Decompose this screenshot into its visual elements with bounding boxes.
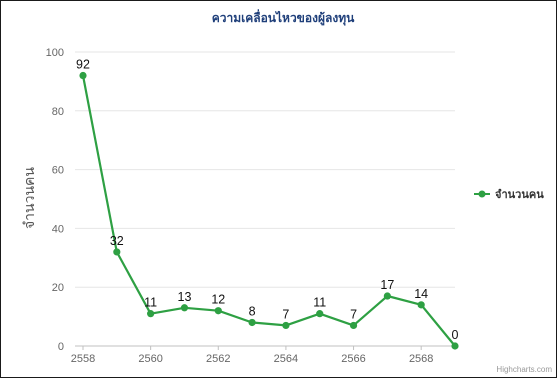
x-tick-label: 2566 <box>341 353 365 365</box>
y-tick-label: 100 <box>46 47 64 59</box>
x-tick-label: 2558 <box>71 353 95 365</box>
data-label: 0 <box>452 328 459 342</box>
y-axis-title: จำนวนคน <box>22 167 38 229</box>
data-point <box>417 301 425 309</box>
y-axis-ticks: 0 20 40 60 80 100 <box>46 47 64 353</box>
data-label: 11 <box>313 296 326 310</box>
data-label: 17 <box>380 278 394 292</box>
data-label: 13 <box>178 290 192 304</box>
y-tick-label: 40 <box>52 223 64 235</box>
data-point <box>79 71 87 80</box>
x-tick-label: 2568 <box>409 353 433 365</box>
data-label: 32 <box>110 234 124 248</box>
series-line <box>81 75 456 347</box>
data-point <box>113 248 121 256</box>
y-tick-label: 60 <box>52 165 64 177</box>
y-tick-label: 20 <box>52 282 64 294</box>
data-labels: 92 32 11 13 12 8 7 11 7 17 14 0 <box>76 58 458 342</box>
x-tick-label: 2564 <box>274 353 298 365</box>
data-point <box>282 321 290 330</box>
data-point <box>383 292 391 300</box>
data-point <box>316 310 324 318</box>
x-axis-ticks: 2558 2560 2562 2564 2566 2568 <box>71 346 433 365</box>
data-point <box>214 307 222 315</box>
data-point <box>147 310 155 318</box>
data-point <box>451 342 459 350</box>
legend[interactable]: จำนวนคน <box>474 188 544 201</box>
credits-link[interactable]: Highcharts.com <box>496 365 552 374</box>
data-point <box>180 304 189 312</box>
chart-title: ความเคลื่อนไหวของผู้ลงทุน <box>212 9 355 26</box>
x-tick-label: 2562 <box>206 353 230 365</box>
y-tick-label: 0 <box>58 341 64 353</box>
data-label: 7 <box>282 307 289 321</box>
data-point <box>349 321 358 330</box>
data-label: 11 <box>144 296 157 310</box>
series-points <box>79 71 459 350</box>
legend-dot-marker <box>478 190 486 198</box>
data-label: 92 <box>76 58 90 72</box>
grid-lines <box>75 51 455 347</box>
data-label: 7 <box>350 307 357 321</box>
data-point <box>248 318 256 327</box>
data-label: 14 <box>414 287 428 301</box>
data-label: 8 <box>249 304 256 318</box>
y-tick-label: 80 <box>52 106 64 118</box>
x-tick-label: 2560 <box>138 353 162 365</box>
data-label: 12 <box>211 293 225 307</box>
legend-item-label: จำนวนคน <box>495 188 544 201</box>
